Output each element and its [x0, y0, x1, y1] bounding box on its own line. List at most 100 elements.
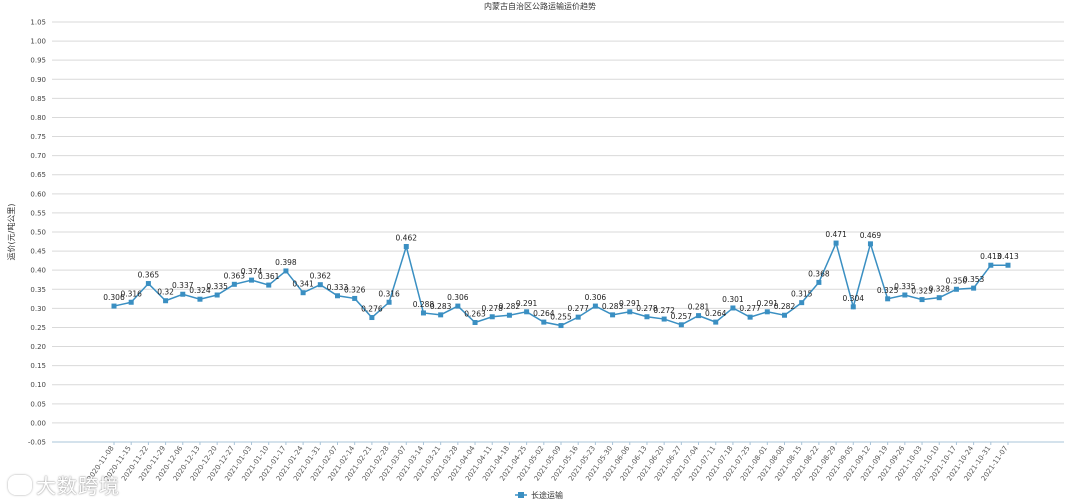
- data-label: 0.263: [464, 309, 486, 318]
- watermark-text: 大数跨境: [36, 474, 120, 498]
- data-point[interactable]: [197, 296, 203, 302]
- y-tick-label: 0.50: [30, 229, 46, 237]
- y-tick-label: 0.75: [30, 133, 46, 141]
- data-point[interactable]: [249, 277, 255, 283]
- data-point[interactable]: [988, 262, 994, 268]
- data-label: 0.282: [499, 302, 521, 311]
- data-label: 0.264: [533, 309, 555, 318]
- data-point[interactable]: [472, 319, 478, 325]
- data-label: 0.469: [860, 231, 882, 240]
- data-point[interactable]: [352, 295, 358, 301]
- brand-logo-icon: [8, 475, 32, 495]
- data-point[interactable]: [403, 244, 409, 250]
- data-point[interactable]: [833, 240, 839, 246]
- data-point[interactable]: [524, 309, 530, 315]
- data-point[interactable]: [644, 314, 650, 320]
- data-point[interactable]: [145, 281, 151, 287]
- data-point[interactable]: [266, 282, 272, 288]
- data-label: 0.257: [671, 312, 693, 321]
- y-tick-label: 1.05: [30, 19, 46, 27]
- data-label: 0.462: [396, 234, 418, 243]
- data-point[interactable]: [867, 241, 873, 247]
- data-point[interactable]: [369, 315, 375, 321]
- data-point[interactable]: [420, 310, 426, 316]
- data-point[interactable]: [885, 296, 891, 302]
- data-label: 0.291: [619, 299, 641, 308]
- data-point[interactable]: [575, 314, 581, 320]
- data-point[interactable]: [558, 323, 564, 329]
- data-label: 0.368: [808, 269, 830, 278]
- data-point[interactable]: [300, 290, 306, 296]
- data-point[interactable]: [850, 304, 856, 310]
- data-point[interactable]: [627, 309, 633, 315]
- data-point[interactable]: [455, 303, 461, 309]
- data-point[interactable]: [180, 291, 186, 297]
- data-label: 0.323: [911, 287, 933, 296]
- data-point[interactable]: [610, 312, 616, 318]
- y-tick-label: 0.95: [30, 57, 46, 65]
- data-point[interactable]: [713, 319, 719, 325]
- data-point[interactable]: [214, 292, 220, 298]
- data-label: 0.413: [997, 252, 1019, 261]
- data-label: 0.316: [120, 289, 142, 298]
- data-point[interactable]: [111, 303, 117, 309]
- legend[interactable]: 长途运输: [515, 490, 563, 500]
- data-point[interactable]: [919, 297, 925, 303]
- data-point[interactable]: [438, 312, 444, 318]
- data-point[interactable]: [506, 312, 512, 318]
- data-point[interactable]: [163, 298, 169, 304]
- y-tick-label: 0.35: [30, 286, 46, 294]
- y-tick-label: 0.20: [30, 343, 46, 351]
- data-point[interactable]: [696, 313, 702, 319]
- data-label: 0.324: [189, 286, 211, 295]
- data-point[interactable]: [317, 282, 323, 288]
- data-point[interactable]: [747, 314, 753, 320]
- data-point[interactable]: [489, 314, 495, 320]
- data-label: 0.353: [963, 275, 985, 284]
- data-label: 0.282: [774, 302, 796, 311]
- grid-lines: [52, 21, 1064, 443]
- y-tick-label: -0.05: [28, 439, 46, 447]
- data-point[interactable]: [283, 268, 289, 274]
- data-label: 0.341: [292, 280, 314, 289]
- data-label: 0.306: [103, 293, 125, 302]
- data-point[interactable]: [335, 293, 340, 299]
- data-label: 0.363: [224, 271, 246, 280]
- data-label: 0.471: [825, 230, 847, 239]
- data-point[interactable]: [816, 279, 822, 285]
- data-label: 0.333: [327, 283, 349, 292]
- data-point[interactable]: [661, 316, 667, 322]
- data-label: 0.325: [877, 286, 899, 295]
- data-point[interactable]: [902, 292, 908, 298]
- data-point[interactable]: [799, 300, 805, 306]
- data-label: 0.278: [481, 304, 503, 313]
- data-point[interactable]: [1005, 262, 1011, 268]
- data-label: 0.255: [550, 313, 572, 322]
- watermark: 大数跨境: [8, 470, 120, 499]
- data-point[interactable]: [231, 281, 237, 287]
- data-point[interactable]: [730, 305, 736, 311]
- y-tick-label: 0.80: [30, 114, 46, 122]
- data-label: 0.278: [636, 304, 658, 313]
- y-tick-label: 0.55: [30, 209, 46, 217]
- data-label: 0.335: [894, 282, 916, 291]
- data-point[interactable]: [386, 299, 392, 305]
- data-label: 0.374: [241, 267, 263, 276]
- data-point[interactable]: [953, 286, 959, 292]
- data-point[interactable]: [541, 319, 547, 325]
- data-label: 0.326: [344, 285, 366, 294]
- series-layer: [111, 240, 1011, 329]
- y-tick-label: 0.40: [30, 267, 46, 275]
- data-point[interactable]: [971, 285, 977, 291]
- data-label: 0.335: [206, 282, 228, 291]
- data-label: 0.315: [791, 290, 813, 299]
- data-point[interactable]: [764, 309, 770, 315]
- data-point[interactable]: [678, 322, 684, 328]
- data-point[interactable]: [592, 303, 598, 309]
- data-point[interactable]: [936, 295, 942, 301]
- data-labels: 0.3060.3160.3650.320.3370.3240.3350.3630…: [103, 230, 1019, 321]
- data-point[interactable]: [782, 312, 787, 318]
- data-point[interactable]: [128, 299, 134, 305]
